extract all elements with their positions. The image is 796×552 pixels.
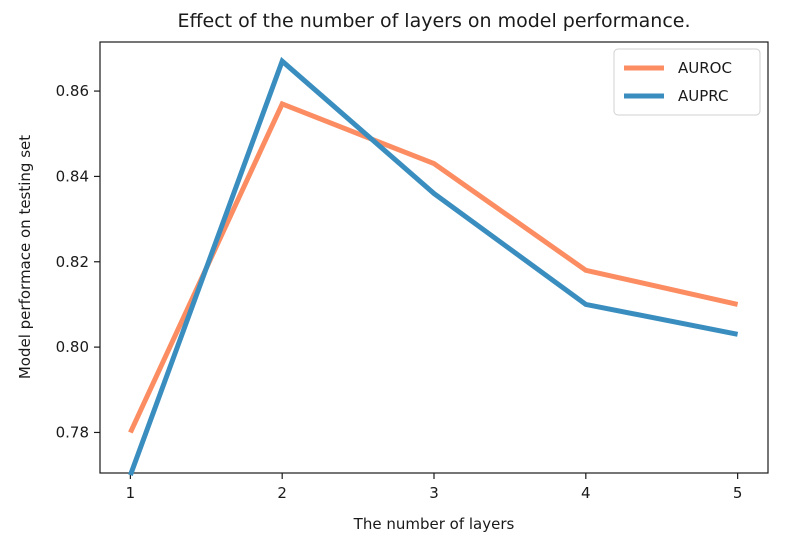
legend: AUROC AUPRC [613,48,761,116]
legend-label-auprc: AUPRC [678,87,728,105]
y-tick-label: 0.82 [56,253,89,271]
x-tick-label: 5 [733,484,743,502]
x-tick-label: 3 [429,484,439,502]
legend-label-auroc: AUROC [678,59,732,77]
x-tick-label: 4 [581,484,591,502]
y-tick-label: 0.80 [56,338,89,356]
x-tick-label: 1 [126,484,136,502]
y-tick-label: 0.84 [56,167,89,185]
y-tick-label: 0.78 [56,423,89,441]
x-axis-label: The number of layers [353,515,515,533]
series-lines [128,56,739,476]
chart-title: Effect of the number of layers on model … [177,10,690,32]
y-tick-label: 0.86 [56,82,89,100]
axis-ticks: 1 2 3 4 5 0.78 0.80 0.82 0.84 0.86 [56,82,743,502]
plot-area: 1 2 3 4 5 0.78 0.80 0.82 0.84 0.86 [56,41,769,502]
x-tick-label: 2 [277,484,287,502]
series-line-auprc [128,56,739,476]
series-line-auroc [128,100,739,434]
y-axis-label: Model performace on testing set [16,135,34,379]
